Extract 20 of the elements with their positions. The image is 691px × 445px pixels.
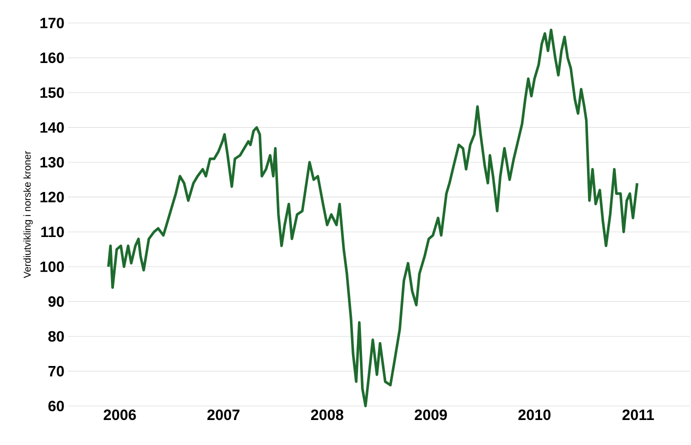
- x-tick-label: 2009: [414, 410, 447, 420]
- y-tick-label: 130: [40, 156, 64, 168]
- x-tick-label: 2010: [518, 410, 550, 420]
- y-tick-label: 100: [40, 261, 64, 272]
- y-tick-label: 140: [40, 122, 64, 133]
- y-tick-label: 60: [48, 400, 64, 412]
- y-tick-label: 80: [48, 331, 64, 342]
- x-tick-label: 2008: [311, 410, 344, 420]
- x-tick-label: 2011: [622, 410, 654, 420]
- y-tick-label: 70: [48, 366, 64, 376]
- x-tick-label: 2007: [207, 410, 240, 420]
- x-tick-label: 2006: [104, 410, 136, 420]
- y-tick-label: 120: [40, 192, 64, 202]
- y-tick-label: 110: [41, 226, 64, 238]
- y-tick-label: 150: [40, 87, 64, 98]
- y-tick-label: 160: [40, 52, 64, 64]
- y-axis-title: Verdiutvikling i norske kroner: [23, 151, 33, 278]
- y-tick-label: 90: [48, 296, 64, 307]
- line-series: [107, 28, 638, 408]
- y-tick-label: 170: [40, 18, 64, 28]
